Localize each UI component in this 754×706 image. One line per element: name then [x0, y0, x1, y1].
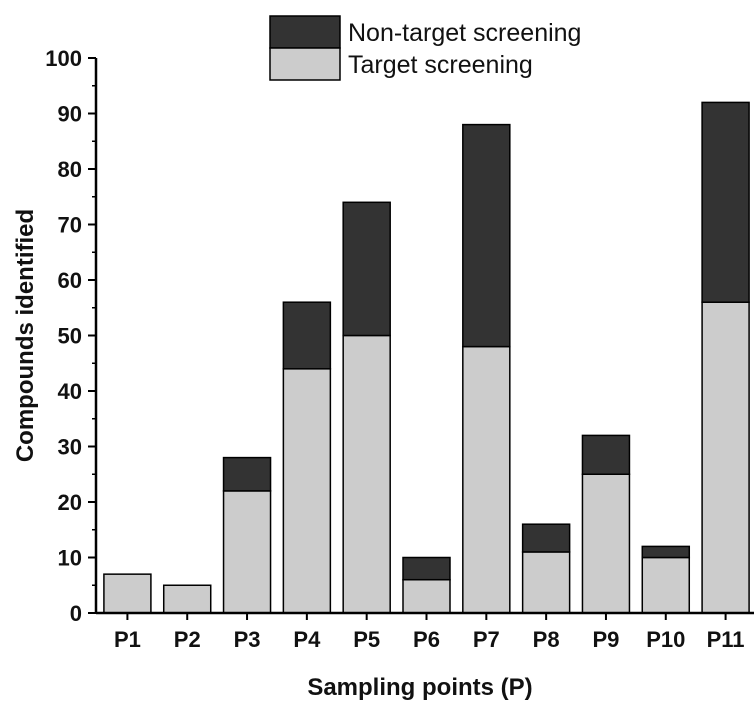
bar-nontarget-p4: [282, 301, 332, 370]
bar-target-p5: [342, 334, 391, 614]
legend-swatch-target: [269, 47, 341, 81]
bar-target-p2: [162, 584, 212, 614]
legend-label-nontarget: Non-target screening: [348, 19, 581, 47]
bar-target-p8: [521, 551, 571, 614]
x-tick-label-p11: P11: [707, 627, 745, 652]
bar-target-p11: [701, 301, 750, 614]
x-tick-label-p6: P6: [413, 627, 440, 652]
legend: Non-target screening Target screening: [269, 15, 581, 81]
x-tick-label-p9: P9: [592, 627, 619, 652]
y-tick-label-80: 80: [58, 157, 82, 182]
x-tick-label-p7: P7: [473, 627, 500, 652]
bar-target-p9: [581, 473, 631, 614]
x-tick-label-p3: P3: [234, 627, 261, 652]
y-tick-label-50: 50: [58, 324, 82, 349]
x-tick-label-p4: P4: [293, 627, 321, 652]
bar-nontarget-p9: [581, 434, 631, 475]
bar-target-p1: [103, 573, 152, 614]
x-axis-title: Sampling points (P): [307, 674, 532, 701]
legend-label-target: Target screening: [348, 51, 533, 79]
bar-nontarget-p3: [222, 456, 272, 492]
plot-area: [103, 101, 750, 614]
bar-nontarget-p8: [521, 523, 571, 553]
bar-nontarget-p6: [402, 556, 451, 581]
bar-target-p4: [282, 368, 332, 614]
y-axis-title: Compounds identified: [12, 209, 39, 462]
y-tick-label-20: 20: [58, 490, 82, 515]
bar-target-p3: [222, 490, 272, 614]
bar-target-p6: [402, 578, 451, 614]
x-tick-label-p1: P1: [114, 627, 141, 652]
bar-nontarget-p5: [342, 201, 391, 337]
y-tick-label-60: 60: [58, 268, 82, 293]
x-tick-label-p5: P5: [353, 627, 380, 652]
bar-nontarget-p10: [641, 545, 691, 559]
legend-swatch-nontarget: [269, 15, 341, 49]
x-tick-label-p10: P10: [646, 627, 685, 652]
y-axis: 0 10 20 30 40 50 60 70 80 90 100: [45, 46, 98, 626]
y-tick-label-30: 30: [58, 435, 82, 460]
x-tick-label-p2: P2: [174, 627, 201, 652]
y-tick-label-40: 40: [58, 379, 82, 404]
y-tick-label-70: 70: [58, 213, 82, 238]
y-tick-label-90: 90: [58, 102, 82, 127]
y-tick-label-10: 10: [58, 546, 82, 571]
bar-nontarget-p7: [462, 123, 511, 348]
y-tick-label-100: 100: [45, 46, 82, 71]
y-tick-label-0: 0: [70, 601, 82, 626]
x-tick-label-p8: P8: [533, 627, 560, 652]
bar-nontarget-p11: [701, 101, 750, 303]
bar-target-p10: [641, 556, 691, 614]
bar-target-p7: [462, 345, 511, 614]
x-axis: P1 P2 P3 P4 P5 P6 P7 P8 P9 P10 P11: [96, 611, 754, 652]
